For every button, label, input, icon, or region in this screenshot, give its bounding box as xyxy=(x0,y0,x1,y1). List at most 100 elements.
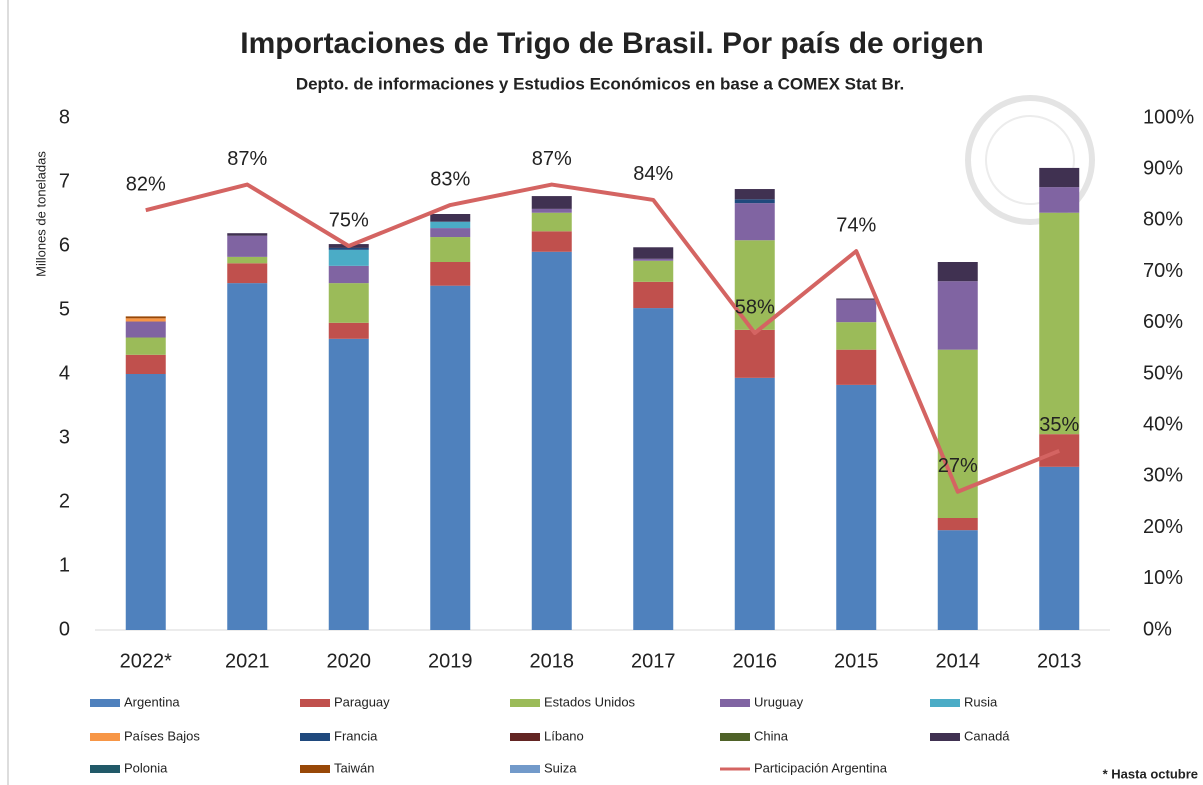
bar-segment xyxy=(836,299,877,323)
x-tick-label: 2018 xyxy=(530,650,575,672)
bar-segment xyxy=(328,265,369,284)
bar-segment xyxy=(937,530,978,630)
bar-segment xyxy=(328,249,369,266)
bar-segment xyxy=(1039,434,1080,467)
data-label: 75% xyxy=(329,209,369,231)
legend-label: Rusia xyxy=(964,694,998,709)
legend-label: Estados Unidos xyxy=(544,694,636,709)
bar-segment xyxy=(633,308,674,630)
bar-segment xyxy=(328,283,369,323)
bar-segment xyxy=(734,199,775,204)
line-series xyxy=(145,182,1060,494)
bar-segment xyxy=(633,258,674,261)
footnote: * Hasta octubre xyxy=(1103,766,1198,781)
bar-segment xyxy=(734,203,775,241)
bar-segment xyxy=(430,285,471,630)
bar-segment xyxy=(227,263,268,284)
legend-label: Francia xyxy=(334,728,378,743)
data-label: 87% xyxy=(532,148,572,170)
x-tick-label: 2017 xyxy=(631,650,676,672)
bar-segment xyxy=(328,338,369,630)
bar-segment xyxy=(531,212,572,232)
legend-swatch xyxy=(90,765,120,773)
legend-swatch xyxy=(90,733,120,741)
bar-segment xyxy=(531,208,572,213)
bar-segment xyxy=(227,256,268,264)
legend-label: Taiwán xyxy=(334,760,374,775)
legend-swatch xyxy=(510,733,540,741)
x-tick-label: 2015 xyxy=(834,650,879,672)
bar-segment xyxy=(227,283,268,630)
legend-label: Paraguay xyxy=(334,694,390,709)
legend-label: Canadá xyxy=(964,728,1010,743)
legend-swatch xyxy=(300,699,330,707)
x-tick-label: 2014 xyxy=(936,650,981,672)
bar-segment xyxy=(937,518,978,531)
y2-tick-label: 20% xyxy=(1143,516,1183,538)
legend-swatch xyxy=(930,699,960,707)
bar-segment xyxy=(836,322,877,350)
y-tick-label: 3 xyxy=(59,426,70,448)
y2-tick-label: 30% xyxy=(1143,465,1183,487)
x-tick-label: 2021 xyxy=(225,650,270,672)
legend-swatch xyxy=(90,699,120,707)
legend-label: China xyxy=(754,728,789,743)
legend-label: Uruguay xyxy=(754,694,804,709)
x-tick-label: 2013 xyxy=(1037,650,1082,672)
bar-segment xyxy=(430,237,471,262)
bar-segment xyxy=(836,384,877,630)
bar-segment xyxy=(1039,212,1080,435)
y-tick-label: 8 xyxy=(59,106,70,128)
bar-segment xyxy=(430,228,471,238)
bar-segment xyxy=(531,231,572,252)
y2-tick-label: 100% xyxy=(1143,106,1194,128)
legend-label: Polonia xyxy=(124,760,168,775)
bar-segment xyxy=(633,281,674,309)
bar-segment xyxy=(531,196,572,209)
bar-segment xyxy=(227,233,268,236)
bar-segment xyxy=(836,298,877,300)
y2-tick-label: 0% xyxy=(1143,618,1172,640)
y-tick-label: 0 xyxy=(59,618,70,640)
y2-tick-label: 70% xyxy=(1143,260,1183,282)
data-label: 27% xyxy=(938,455,978,477)
y2-tick-label: 10% xyxy=(1143,567,1183,589)
legend-swatch xyxy=(300,733,330,741)
legend-swatch xyxy=(930,733,960,741)
data-label: 84% xyxy=(633,163,673,185)
y2-tick-label: 50% xyxy=(1143,362,1183,384)
bar-segment xyxy=(1039,466,1080,630)
y-tick-label: 2 xyxy=(59,490,70,512)
legend-label: Suiza xyxy=(544,760,577,775)
bar-segment xyxy=(1039,187,1080,213)
bar-segment xyxy=(328,247,369,250)
bar-segment xyxy=(125,318,166,322)
y-tick-label: 5 xyxy=(59,298,70,320)
bar-segment xyxy=(430,262,471,286)
bar-segment xyxy=(125,337,166,355)
y2-tick-label: 90% xyxy=(1143,157,1183,179)
legend-label: Participación Argentina xyxy=(754,760,888,775)
y2-tick-label: 40% xyxy=(1143,413,1183,435)
data-label: 74% xyxy=(836,214,876,236)
y-tick-label: 4 xyxy=(59,362,70,384)
bar-segment xyxy=(734,329,775,378)
legend-label: Argentina xyxy=(124,694,180,709)
watermark-seal xyxy=(985,115,1075,205)
bar-segment xyxy=(937,262,978,282)
legend-swatch xyxy=(510,699,540,707)
bar-segment xyxy=(430,214,471,222)
y2-tick-label: 80% xyxy=(1143,209,1183,231)
legend-label: Líbano xyxy=(544,728,584,743)
bar-segment xyxy=(937,281,978,350)
data-label: 82% xyxy=(126,173,166,195)
data-label: 87% xyxy=(227,148,267,170)
y-axis-label: Millones de toneladas xyxy=(33,151,48,277)
bar-segment xyxy=(125,321,166,338)
x-tick-label: 2016 xyxy=(733,650,778,672)
legend-swatch xyxy=(510,765,540,773)
data-label: 35% xyxy=(1039,414,1079,436)
bar-segment xyxy=(734,189,775,200)
